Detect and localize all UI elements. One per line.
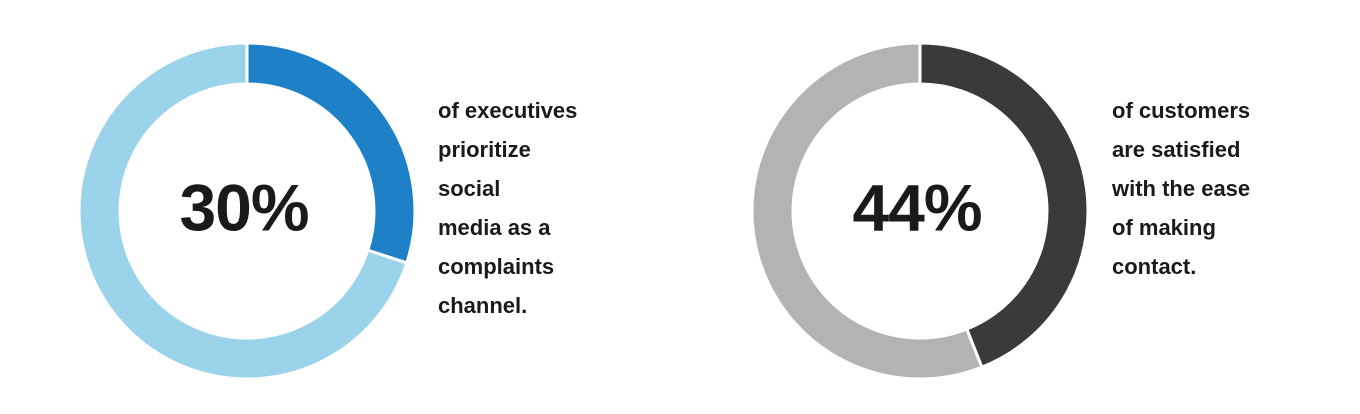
caption-line: contact. xyxy=(1112,254,1196,279)
center-percentage: 30% xyxy=(179,170,308,244)
caption-line: of customers xyxy=(1112,98,1250,123)
center-percentage: 44% xyxy=(852,170,981,244)
donut-segment xyxy=(750,41,984,381)
donut-segment xyxy=(918,41,1090,370)
caption-line: social xyxy=(438,176,500,201)
caption-line: prioritize xyxy=(438,137,531,162)
caption-line: complaints xyxy=(438,254,554,279)
caption-line: of making xyxy=(1112,215,1216,240)
caption-line: media as a xyxy=(438,215,551,240)
caption-line: of executives xyxy=(438,98,577,123)
caption-line: channel. xyxy=(438,293,527,318)
donut-segment xyxy=(77,41,409,381)
caption-line: with the ease xyxy=(1111,176,1250,201)
caption-line: are satisfied xyxy=(1112,137,1240,162)
